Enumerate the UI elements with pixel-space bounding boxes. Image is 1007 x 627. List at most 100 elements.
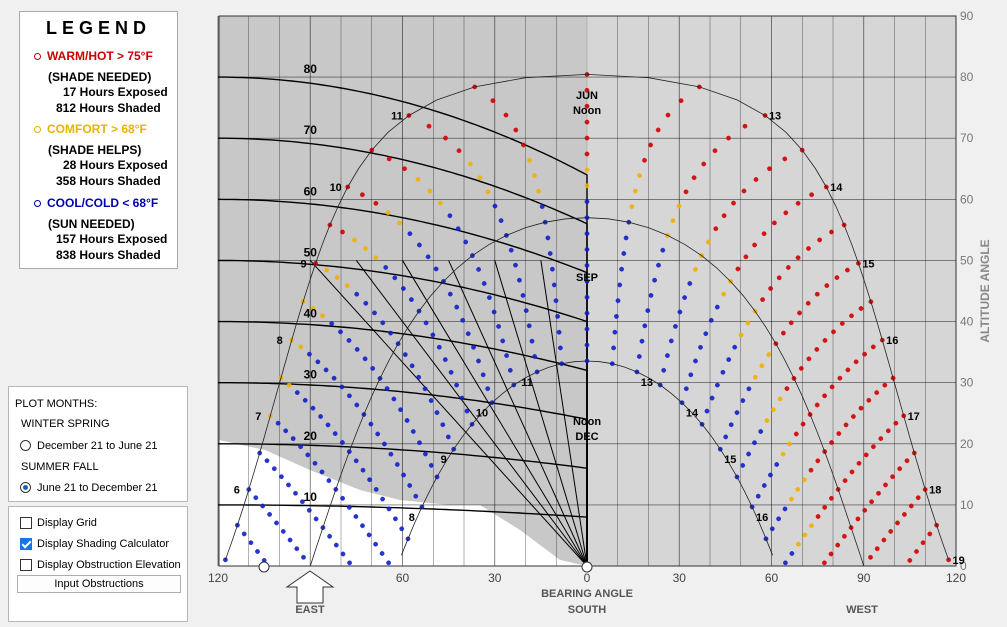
hour-point [715,382,720,388]
sun-paths [225,73,949,567]
hour-point [708,317,714,323]
west-label: WEST [846,604,878,616]
hour-point [789,551,795,556]
hour-point [874,390,880,395]
hour-point [914,549,919,554]
shading-calc-label[interactable]: Display Shading Calculator [37,538,170,550]
hour-point [768,286,773,291]
shading-arc [217,198,588,566]
hour-point [793,431,799,437]
hour-point [828,551,834,557]
shading-arc-label: 30 [304,368,318,382]
hour-point [294,546,300,552]
x-tick-label: 60 [765,571,779,585]
option-dec-jun[interactable]: December 21 to June 21 [37,440,158,452]
hour-point [614,313,619,319]
jun-hour-label: 7 [255,411,261,423]
x-tick-label: 120 [208,571,228,585]
hour-point [809,523,814,529]
legend-cool-label: COOL/COLD < 68°F [47,196,159,210]
hour-point [392,275,398,281]
legend-warm-exposed: 17 Hours Exposed [63,85,168,99]
hour-point [927,531,933,537]
hour-point [404,418,410,423]
shading-arc [218,504,588,566]
jun-hour-label: 15 [862,258,874,270]
hour-point [323,367,329,373]
option-jun-dec[interactable]: June 21 to December 21 [37,482,158,494]
hour-point [776,516,781,522]
hour-point [691,175,697,181]
hour-point [409,363,415,369]
hour-point [521,142,526,148]
shading-arc [218,443,588,566]
dec-hour-label: 8 [409,512,415,524]
hour-point [584,151,590,157]
hour-point [310,306,316,311]
hour-point [734,410,740,415]
shading-calc-checkbox[interactable] [20,538,32,550]
y-tick-label: 80 [960,70,974,84]
radio-winter-spring[interactable] [20,440,31,451]
radio-summer-fall[interactable] [20,482,31,493]
dec-hour-label: 10 [476,408,488,420]
hour-point [306,351,312,357]
group-winter-spring: WINTER SPRING [21,418,110,430]
hour-point [712,148,718,154]
hour-point [340,495,345,501]
hour-point [842,533,847,539]
hour-point [260,503,266,509]
hour-point [423,320,429,326]
shading-arcs [217,76,588,566]
display-grid-checkbox[interactable] [20,517,32,529]
hour-point [267,512,272,517]
hour-point [386,506,392,512]
hour-points [222,72,951,566]
hour-point [339,384,345,390]
hour-point [676,203,682,209]
dec-hour-label: 16 [756,512,768,524]
input-obstructions-button[interactable]: Input Obstructions [17,575,181,593]
hour-point [491,309,497,315]
hour-point [513,262,518,268]
hour-point [817,237,822,243]
hour-point [430,332,436,338]
hour-point [890,474,895,480]
shading-arc-label: 40 [304,307,318,321]
hour-point [795,200,801,206]
hour-point [344,283,350,288]
hour-point [881,537,887,543]
hour-point [584,199,590,205]
hour-point [878,436,884,441]
dec-hour-label: 13 [641,377,653,389]
hour-point [806,356,812,362]
hour-point [782,506,788,512]
hour-point [822,337,828,343]
hour-point [318,414,323,419]
display-grid-label[interactable]: Display Grid [37,517,97,529]
hour-point [797,310,802,316]
hour-point [275,420,281,426]
hour-point [723,434,729,440]
hour-point [761,231,767,237]
hour-point [492,203,498,209]
hour-point [555,313,560,319]
hour-point [440,422,446,428]
x-tick-label: 90 [857,571,871,585]
hour-point [721,291,727,297]
hour-point [862,351,867,357]
hour-point [504,353,509,358]
obstruction-elev-label[interactable]: Display Obstruction Elevation [37,559,181,571]
hour-point [705,239,711,245]
hour-point [545,235,551,241]
dec-hour-label: 14 [686,408,699,420]
hour-point [776,275,782,281]
hour-point [394,462,400,467]
shading-arc [218,76,588,566]
obstruction-elev-checkbox[interactable] [20,559,32,571]
jun-hour-label: 6 [234,485,240,497]
hour-point [290,436,296,441]
hour-point [536,188,541,194]
hour-point [915,495,921,501]
hour-point [481,281,487,286]
